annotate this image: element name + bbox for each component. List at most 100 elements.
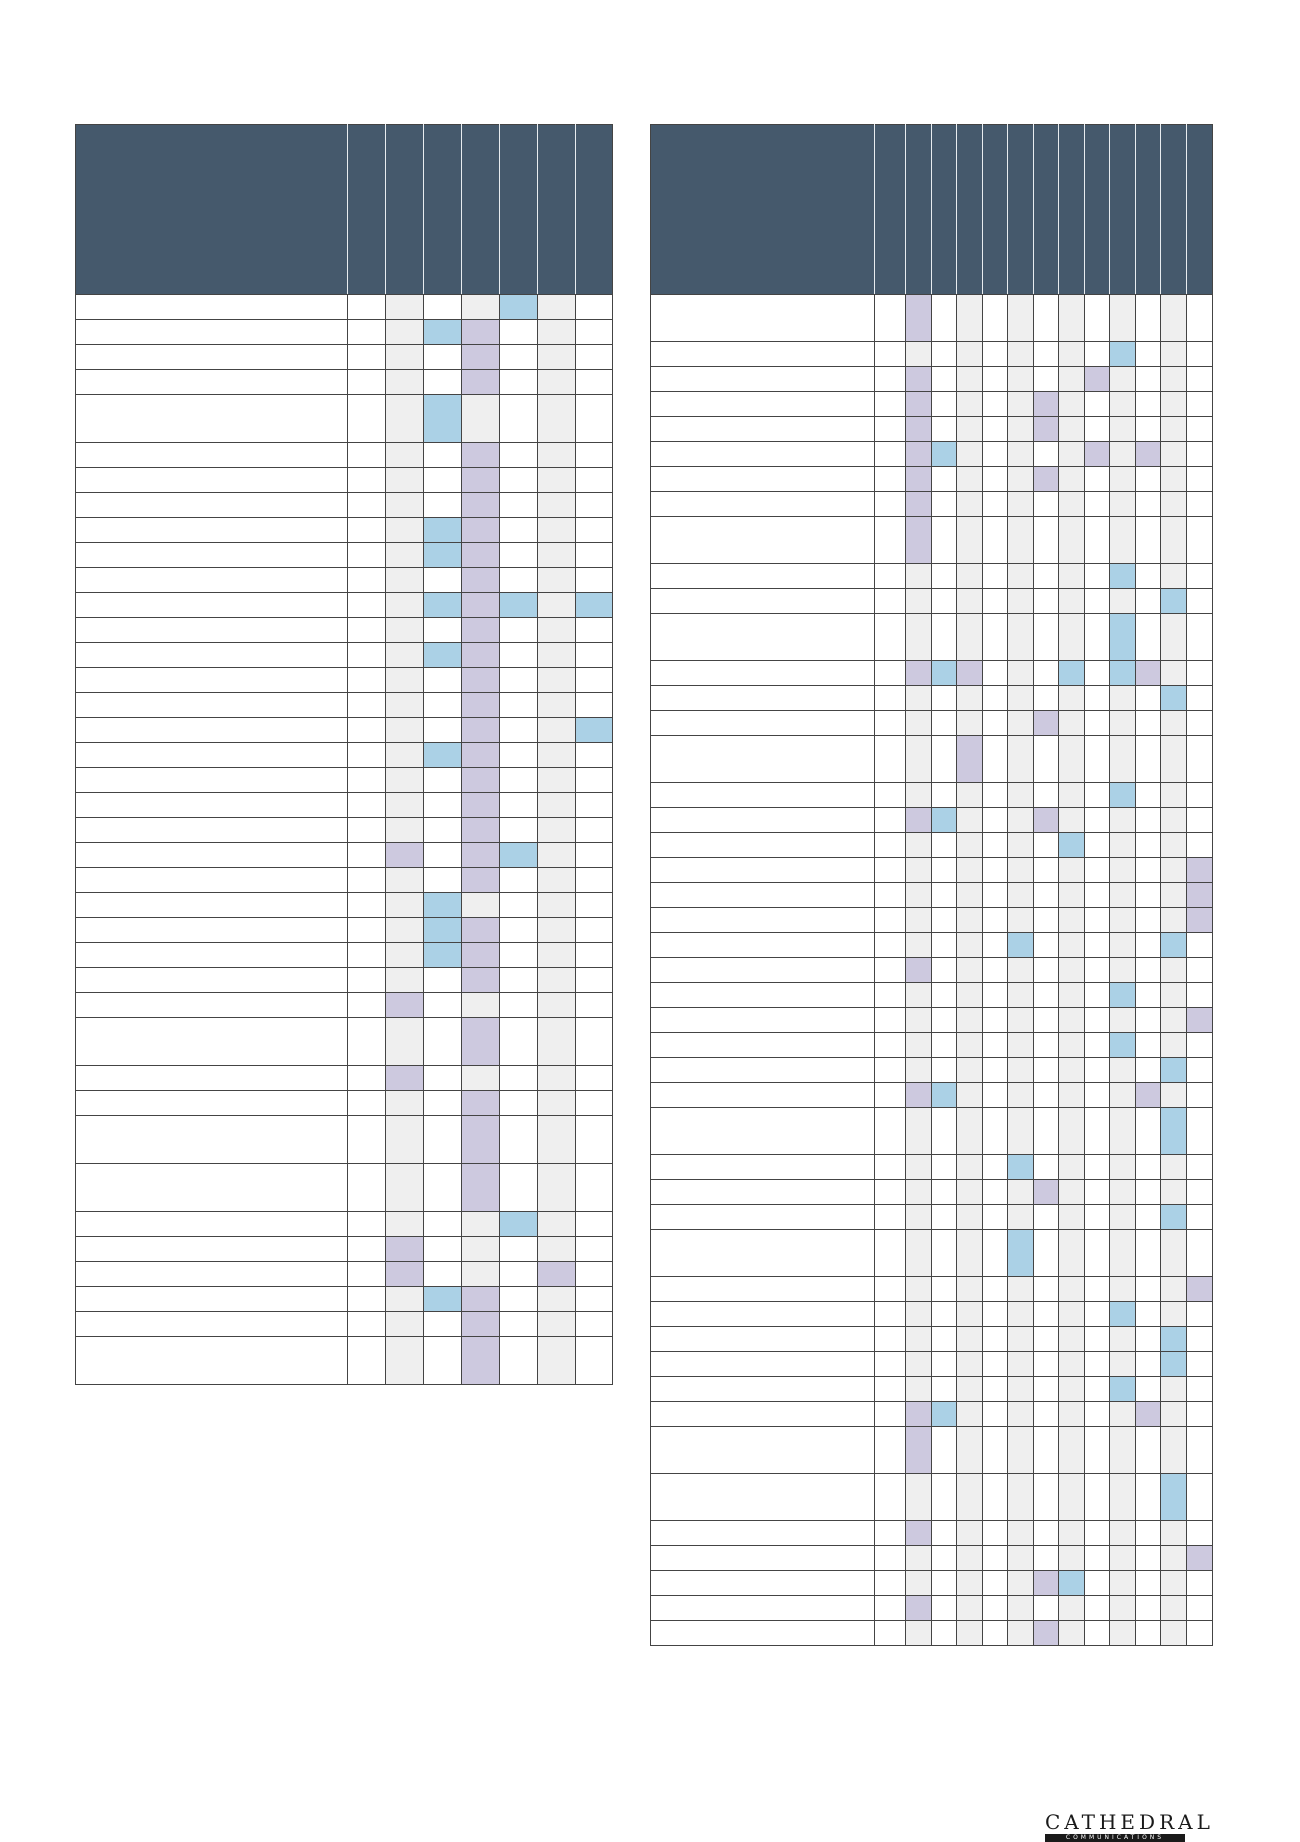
table-cell — [874, 366, 906, 392]
table-cell — [575, 492, 613, 518]
row-label-cell — [650, 563, 875, 589]
table-cell — [499, 1261, 538, 1287]
table-cell — [931, 1007, 957, 1033]
table-cell — [1007, 341, 1034, 367]
purple-marker-cell — [1135, 1401, 1161, 1427]
table-cell — [956, 832, 983, 858]
header-column-cell — [537, 124, 576, 295]
blue-marker-cell — [1058, 660, 1085, 686]
table-cell — [461, 1211, 500, 1237]
table-cell — [982, 1545, 1008, 1571]
table-cell — [385, 369, 424, 395]
table-cell — [347, 344, 386, 370]
table-cell — [537, 1115, 576, 1164]
table-cell — [1135, 1545, 1161, 1571]
table-cell — [347, 467, 386, 493]
table-cell — [874, 1179, 906, 1205]
table-cell — [1135, 416, 1161, 442]
table-cell — [1160, 807, 1187, 833]
table-cell — [1160, 1595, 1187, 1621]
table-cell — [347, 742, 386, 768]
table-cell — [1007, 1032, 1034, 1058]
row-label-cell — [75, 917, 348, 943]
table-cell — [1109, 957, 1136, 983]
table-cell — [347, 567, 386, 593]
table-cell — [1135, 1179, 1161, 1205]
table-row — [650, 660, 1213, 686]
table-cell — [1109, 1570, 1136, 1596]
table-cell — [1084, 563, 1110, 589]
blue-marker-cell — [423, 542, 462, 568]
table-row — [75, 717, 613, 743]
purple-marker-cell — [1033, 1570, 1059, 1596]
row-label-cell — [75, 1311, 348, 1337]
table-cell — [874, 1401, 906, 1427]
table-cell — [1135, 516, 1161, 564]
table-cell — [931, 1107, 957, 1155]
table-cell — [874, 782, 906, 808]
table-cell — [1084, 1595, 1110, 1621]
table-cell — [1007, 1570, 1034, 1596]
table-cell — [1135, 832, 1161, 858]
blue-marker-cell — [423, 742, 462, 768]
purple-marker-cell — [461, 467, 500, 493]
table-cell — [423, 767, 462, 793]
table-cell — [1058, 1082, 1085, 1108]
table-cell — [956, 1154, 983, 1180]
table-cell — [1084, 1276, 1110, 1302]
table-cell — [347, 442, 386, 468]
table-cell — [347, 1211, 386, 1237]
table-cell — [1033, 1204, 1059, 1230]
table-cell — [956, 366, 983, 392]
table-cell — [956, 1401, 983, 1427]
table-row — [75, 1336, 613, 1385]
blue-marker-cell — [931, 1082, 957, 1108]
table-cell — [575, 742, 613, 768]
table-cell — [874, 441, 906, 467]
table-cell — [1033, 957, 1059, 983]
table-cell — [1033, 1154, 1059, 1180]
table-cell — [1007, 588, 1034, 614]
purple-marker-cell — [461, 667, 500, 693]
table-cell — [982, 1520, 1008, 1546]
row-label-cell — [650, 1179, 875, 1205]
row-label-cell — [75, 319, 348, 345]
row-label-cell — [650, 660, 875, 686]
table-cell — [537, 692, 576, 718]
row-label-cell — [75, 344, 348, 370]
blue-marker-cell — [1109, 613, 1136, 661]
table-row — [75, 1311, 613, 1337]
table-row — [75, 967, 613, 993]
row-label-cell — [75, 1065, 348, 1091]
table-cell — [575, 542, 613, 568]
table-cell — [905, 832, 932, 858]
table-cell — [956, 563, 983, 589]
table-cell — [1033, 1426, 1059, 1474]
table-cell — [1109, 441, 1136, 467]
table-cell — [575, 1236, 613, 1262]
table-cell — [874, 1229, 906, 1277]
table-row — [75, 742, 613, 768]
table-cell — [1058, 416, 1085, 442]
purple-marker-cell — [461, 344, 500, 370]
row-label-cell — [650, 710, 875, 736]
table-cell — [1135, 907, 1161, 933]
purple-marker-cell — [905, 1520, 932, 1546]
table-cell — [347, 394, 386, 443]
table-cell — [423, 667, 462, 693]
table-row — [650, 613, 1213, 661]
table-cell — [874, 957, 906, 983]
table-cell — [956, 1229, 983, 1277]
table-cell — [1109, 932, 1136, 958]
blue-marker-cell — [423, 394, 462, 443]
table-cell — [931, 957, 957, 983]
table-cell — [1135, 710, 1161, 736]
blue-marker-cell — [1160, 1473, 1187, 1521]
table-cell — [423, 1065, 462, 1091]
row-label-cell — [75, 1115, 348, 1164]
table-cell — [537, 917, 576, 943]
table-cell — [499, 369, 538, 395]
table-cell — [499, 817, 538, 843]
table-cell — [956, 685, 983, 711]
table-cell — [874, 832, 906, 858]
